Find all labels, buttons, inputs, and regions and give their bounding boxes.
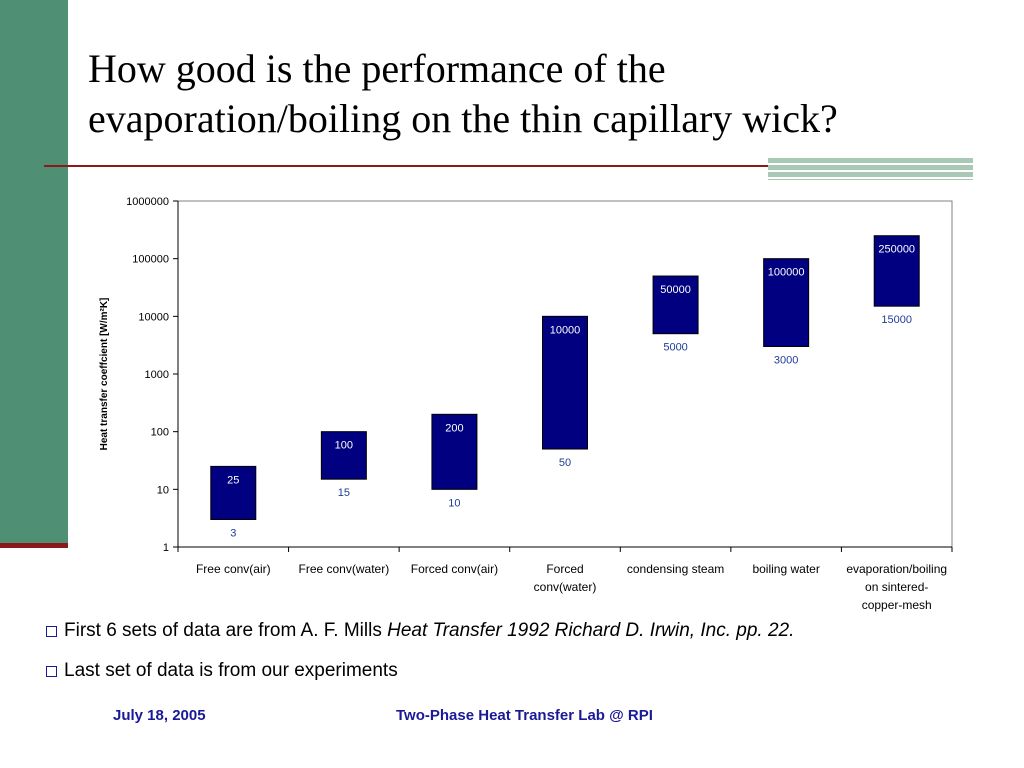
low-value-label: 3 — [230, 527, 236, 539]
range-bar — [763, 258, 810, 347]
x-category-label: copper-mesh — [862, 598, 932, 612]
x-category-label: Free conv(air) — [196, 562, 271, 576]
accent-decoration — [768, 158, 973, 180]
x-category-label: Free conv(water) — [299, 562, 390, 576]
high-value-label: 100000 — [768, 267, 805, 279]
high-value-label: 250000 — [878, 244, 915, 256]
y-tick-label: 1000000 — [126, 196, 169, 208]
footer-lab: Two-Phase Heat Transfer Lab @ RPI — [396, 707, 653, 724]
bullet-experiment-text: Last set of data is from our experiments — [64, 660, 398, 681]
footer-date: July 18, 2005 — [113, 707, 206, 724]
high-value-label: 25 — [227, 474, 239, 486]
x-category-label: Forced conv(air) — [411, 562, 498, 576]
y-tick-label: 100000 — [132, 254, 169, 266]
y-axis-title: Heat transfer coeffcient [W/m²K] — [99, 298, 110, 451]
bullet-experiment: Last set of data is from our experiments — [46, 660, 398, 682]
x-category-label: on sintered- — [865, 580, 928, 594]
high-value-label: 200 — [445, 422, 463, 434]
high-value-label: 10000 — [550, 324, 581, 336]
checkbox-bullet-icon — [46, 625, 57, 637]
low-value-label: 15 — [338, 487, 350, 499]
y-tick-label: 100 — [151, 427, 169, 439]
x-category-label: boiling water — [752, 562, 819, 576]
bullet-source-citation: Heat Transfer 1992 Richard D. Irwin, Inc… — [387, 620, 795, 641]
range-bar — [873, 235, 920, 307]
high-value-label: 50000 — [660, 284, 691, 296]
range-bar-chart: 1 10 100 1000 10000 100000 1000000 Heat transfe… — [99, 196, 953, 612]
y-tick-label: 1 — [163, 542, 169, 554]
low-value-label: 3000 — [774, 354, 798, 366]
y-tick-label: 1000 — [145, 369, 169, 381]
low-value-label: 50 — [559, 457, 571, 469]
x-category-label: condensing steam — [627, 562, 724, 576]
x-category-label: Forced — [546, 562, 583, 576]
range-bar — [320, 431, 367, 480]
y-tick-label: 10 — [157, 484, 169, 496]
low-value-label: 10 — [448, 497, 460, 509]
bullet-source: First 6 sets of data are from A. F. Mill… — [46, 620, 794, 642]
slide-title: How good is the performance of the evapo… — [88, 46, 838, 141]
range-bar — [210, 465, 257, 520]
y-tick-label: 10000 — [138, 311, 169, 323]
x-category-label: evaporation/boiling — [846, 562, 947, 576]
sidebar-decoration — [0, 0, 68, 548]
bullet-source-text: First 6 sets of data are from A. F. Mill… — [64, 620, 388, 641]
sidebar-rule — [0, 543, 68, 548]
range-bar — [431, 413, 478, 490]
low-value-label: 15000 — [881, 314, 912, 326]
checkbox-bullet-icon — [46, 665, 57, 677]
range-bar — [652, 275, 699, 335]
range-bar — [542, 315, 588, 450]
low-value-label: 5000 — [663, 342, 687, 354]
high-value-label: 100 — [335, 440, 353, 452]
title-divider — [44, 165, 972, 167]
x-category-label: conv(water) — [534, 580, 597, 594]
